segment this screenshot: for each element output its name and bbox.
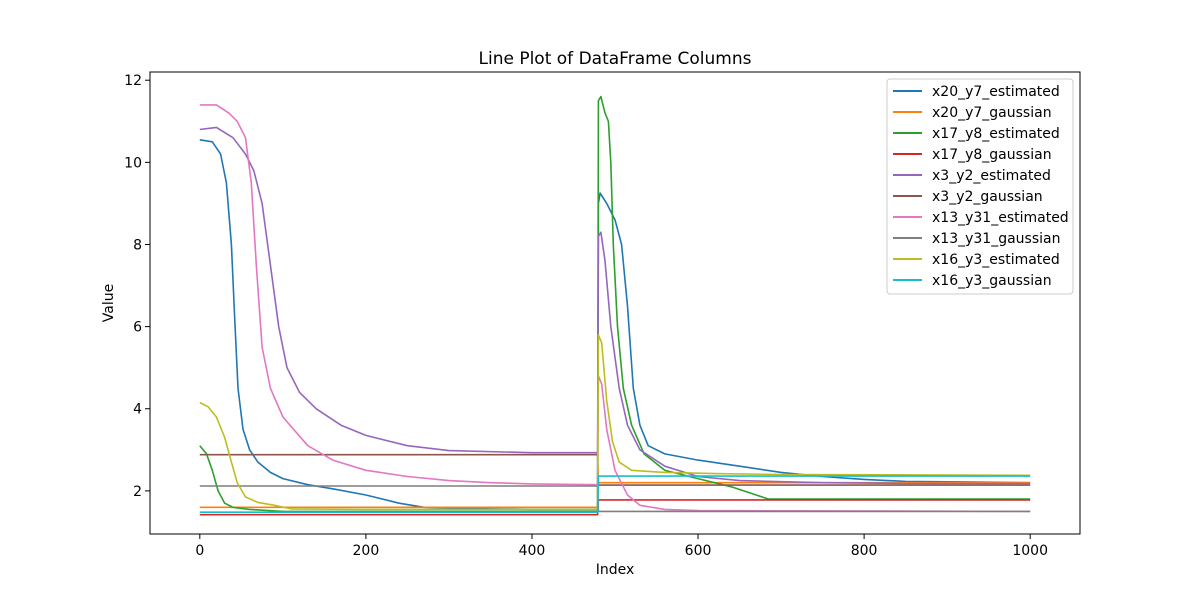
- x-tick-label: 1000: [1012, 543, 1048, 559]
- legend-label: x3_y2_gaussian: [932, 189, 1043, 205]
- legend-label: x17_y8_gaussian: [932, 147, 1052, 163]
- y-tick-label: 4: [133, 402, 142, 418]
- y-tick-label: 12: [124, 73, 142, 89]
- series-line-x13_y31_estimated: [199, 104, 1031, 513]
- legend-label: x13_y31_gaussian: [932, 231, 1060, 247]
- series-lines: [199, 95, 1031, 516]
- series-line-x16_y3_estimated: [199, 334, 1031, 511]
- chart-title: Line Plot of DataFrame Columns: [479, 49, 752, 69]
- x-tick-label: 400: [519, 543, 546, 559]
- series-line-x3_y2_estimated: [199, 126, 1031, 485]
- y-tick-label: 8: [133, 237, 142, 253]
- plot-area-frame: [149, 71, 1081, 535]
- legend: x20_y7_estimated x20_y7_gaussian x17_y8_es…: [886, 78, 1074, 295]
- axis-ticks: 0 200 400 600 800 1000 2 4 6 8 10 12: [124, 73, 1048, 559]
- legend-label: x16_y3_gaussian: [932, 273, 1052, 289]
- y-tick-label: 6: [133, 320, 142, 336]
- x-tick-label: 800: [851, 543, 878, 559]
- legend-label: x17_y8_estimated: [932, 126, 1060, 142]
- x-tick-label: 0: [195, 543, 204, 559]
- legend-label: x20_y7_gaussian: [932, 105, 1052, 121]
- series-line-x16_y3_gaussian: [199, 475, 1031, 513]
- series-line-x17_y8_estimated: [199, 95, 1031, 513]
- legend-box: [886, 78, 1074, 295]
- x-tick-label: 600: [685, 543, 712, 559]
- y-axis-label: Value: [101, 284, 117, 322]
- y-tick-label: 2: [133, 484, 142, 500]
- legend-label: x3_y2_estimated: [932, 168, 1051, 184]
- x-axis-label: Index: [596, 562, 635, 578]
- legend-label: x13_y31_estimated: [932, 210, 1069, 226]
- legend-label: x20_y7_estimated: [932, 84, 1060, 100]
- legend-label: x16_y3_estimated: [932, 252, 1060, 268]
- y-tick-label: 10: [124, 155, 142, 171]
- x-tick-label: 200: [353, 543, 380, 559]
